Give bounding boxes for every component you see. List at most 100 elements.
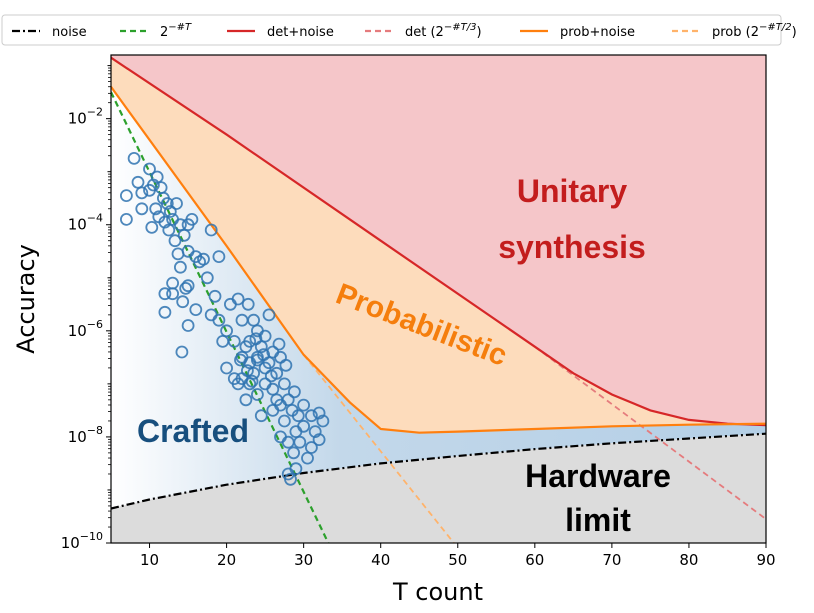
probabilistic-region-fill bbox=[111, 57, 766, 433]
crafted-point bbox=[287, 385, 301, 399]
det-noise-line bbox=[111, 56, 766, 427]
crafted-point bbox=[163, 205, 177, 218]
crafted-point bbox=[293, 435, 307, 449]
crafted-point bbox=[257, 348, 271, 362]
crafted-point bbox=[212, 313, 226, 327]
y-tick-label: 10−4 bbox=[68, 212, 103, 234]
x-tick-label: 30 bbox=[294, 551, 313, 569]
x-tick-label: 40 bbox=[371, 551, 390, 569]
crafted-point bbox=[177, 228, 191, 242]
crafted-point bbox=[243, 334, 257, 348]
crafted-point bbox=[146, 178, 160, 192]
crafted-point bbox=[168, 234, 182, 248]
legend-box bbox=[1, 14, 782, 46]
region-label-unitary-2: synthesis bbox=[498, 229, 646, 265]
legend-label-det-noise: det+noise bbox=[267, 25, 334, 40]
noise-line bbox=[111, 432, 766, 510]
crafted-point bbox=[181, 279, 195, 293]
crafted-point bbox=[240, 364, 254, 378]
crafted-point bbox=[312, 433, 326, 447]
legend-label-prob-noise: prob+noise bbox=[560, 25, 635, 40]
crafted-point bbox=[277, 414, 291, 428]
crafted-point bbox=[231, 292, 245, 306]
x-tick-label: 50 bbox=[448, 551, 467, 569]
y-axis-label: Accuracy bbox=[12, 244, 40, 354]
crafted-point bbox=[158, 215, 172, 229]
crafted-point bbox=[254, 409, 268, 423]
crafted-point bbox=[291, 409, 305, 423]
crafted-point bbox=[158, 287, 172, 301]
crafted-point bbox=[173, 260, 187, 274]
crafted-point bbox=[245, 374, 259, 388]
pow2-line bbox=[111, 91, 330, 543]
crafted-point bbox=[220, 324, 234, 338]
crafted-point bbox=[264, 369, 278, 383]
crafted-point bbox=[247, 366, 261, 380]
crafted-point bbox=[166, 287, 180, 301]
y-tick-label: 10−8 bbox=[68, 424, 103, 446]
crafted-point bbox=[281, 393, 295, 407]
crafted-point bbox=[179, 281, 193, 295]
crafted-point bbox=[243, 377, 257, 391]
crafted-point bbox=[301, 451, 314, 465]
crafted-point bbox=[208, 289, 222, 303]
crafted-point bbox=[227, 334, 241, 348]
det-line bbox=[534, 345, 766, 520]
crafted-point bbox=[249, 332, 263, 346]
crafted-point bbox=[272, 337, 286, 351]
unitary-region-fill bbox=[111, 55, 766, 426]
crafted-point bbox=[181, 319, 195, 332]
y-tick-label: 10−2 bbox=[68, 106, 103, 128]
crafted-point bbox=[304, 441, 318, 454]
crafted-point bbox=[250, 388, 264, 401]
crafted-point bbox=[175, 345, 189, 359]
crafted-point bbox=[197, 252, 210, 266]
crafted-point bbox=[312, 406, 326, 420]
x-axis: 10 20 30 40 50 60 70 80 90 bbox=[140, 543, 776, 569]
crafted-point bbox=[127, 151, 141, 165]
legend-label-noise: noise bbox=[52, 25, 87, 40]
crafted-point bbox=[160, 197, 174, 210]
prob-noise-line bbox=[111, 86, 766, 434]
crafted-point bbox=[284, 472, 297, 486]
crafted-point bbox=[149, 202, 163, 216]
y-tick-label: 10−6 bbox=[68, 318, 103, 340]
crafted-point bbox=[262, 308, 276, 322]
crafted-point bbox=[297, 419, 311, 433]
hardware-region-fill bbox=[111, 433, 766, 543]
crafted-point bbox=[204, 223, 218, 237]
legend-label-prob: prob (2−#T/2) bbox=[712, 22, 797, 40]
x-axis-label: T count bbox=[392, 578, 483, 606]
crafted-point bbox=[241, 297, 255, 311]
y-tick-label: 10−10 bbox=[61, 530, 103, 552]
region-label-hardware-1: Hardware bbox=[525, 458, 671, 494]
crafted-point bbox=[200, 271, 214, 285]
crafted-point bbox=[289, 462, 303, 476]
crafted-point bbox=[304, 409, 318, 423]
crafted-point bbox=[297, 398, 311, 412]
y-axis: 10−10 10−8 10−6 10−4 10−2 bbox=[61, 65, 111, 552]
legend: noise 2−#T det+noise det (2−#T/3) prob+noise… bbox=[1, 14, 797, 46]
crafted-point bbox=[150, 170, 164, 184]
region-label-crafted: Crafted bbox=[137, 413, 249, 449]
crafted-point bbox=[287, 446, 301, 460]
crafted-point bbox=[145, 220, 159, 234]
x-tick-label: 60 bbox=[525, 551, 544, 569]
x-tick-label: 20 bbox=[217, 551, 236, 569]
x-tick-label: 10 bbox=[140, 551, 159, 569]
crafted-point bbox=[316, 414, 330, 428]
legend-label-det: det (2−#T/3) bbox=[405, 22, 482, 40]
crafted-point bbox=[212, 250, 226, 264]
crafted-point bbox=[176, 295, 190, 309]
crafted-point bbox=[279, 358, 293, 372]
crafted-point bbox=[220, 361, 234, 375]
crafted-point bbox=[135, 202, 149, 216]
x-tick-label: 90 bbox=[756, 551, 775, 569]
prob-line bbox=[302, 354, 455, 543]
crafted-point bbox=[234, 353, 247, 367]
crafted-point bbox=[158, 305, 172, 319]
crafted-point bbox=[143, 162, 156, 176]
crafted-point bbox=[120, 212, 133, 226]
x-tick-label: 70 bbox=[602, 551, 621, 569]
region-label-hardware-2: limit bbox=[565, 502, 631, 538]
